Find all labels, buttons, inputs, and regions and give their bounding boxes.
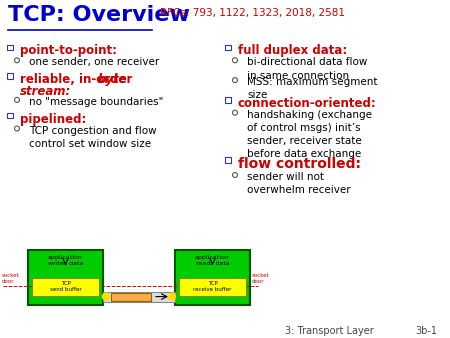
Text: flow controlled:: flow controlled: [238,157,361,171]
Text: 3b-1: 3b-1 [415,326,437,336]
Circle shape [14,58,19,63]
Text: MSS: maximum segment
size: MSS: maximum segment size [247,77,378,100]
Text: pipelined:: pipelined: [20,113,86,126]
Text: socket
door: socket door [252,273,270,284]
Circle shape [14,126,19,131]
Text: connection-oriented:: connection-oriented: [238,97,377,110]
Bar [32,278,99,296]
Text: application
reads data: application reads data [195,255,230,266]
Circle shape [14,97,19,102]
Bar [225,97,231,102]
Text: no "message boundaries": no "message boundaries" [29,97,163,107]
Text: full duplex data:: full duplex data: [238,45,347,57]
Text: TCP congestion and flow
control set window size: TCP congestion and flow control set wind… [29,125,157,149]
Bar [179,278,246,296]
Circle shape [233,110,238,115]
Circle shape [233,172,238,177]
Text: TCP: Overview: TCP: Overview [8,5,190,25]
Circle shape [233,58,238,63]
Bar [7,113,13,118]
Text: socket
door: socket door [2,273,20,284]
Text: 3: Transport Layer: 3: Transport Layer [285,326,374,336]
Bar [225,45,231,50]
Circle shape [103,293,109,300]
Text: stream:: stream: [20,85,71,98]
Text: point-to-point:: point-to-point: [20,45,117,57]
Bar [111,293,151,300]
Bar [225,158,231,163]
Text: bi-directional data flow
in same connection: bi-directional data flow in same connect… [247,57,367,80]
Text: reliable, in-order: reliable, in-order [20,73,136,86]
Bar [7,73,13,79]
Text: byte: byte [98,73,128,86]
Bar [175,250,250,305]
Text: one sender, one receiver: one sender, one receiver [29,57,159,67]
Circle shape [168,293,176,300]
Text: RFCs: 793, 1122, 1323, 2018, 2581: RFCs: 793, 1122, 1323, 2018, 2581 [160,8,345,18]
Text: sender will not
overwhelm receiver: sender will not overwhelm receiver [247,172,351,195]
Text: application
writes data: application writes data [48,255,83,266]
Text: TCP
receive buffer: TCP receive buffer [194,281,232,292]
Bar [28,250,103,305]
Bar [7,45,13,50]
Text: handshaking (exchange
of control msgs) init’s
sender, receiver state
before data: handshaking (exchange of control msgs) i… [247,110,372,159]
Text: TCP
send buffer: TCP send buffer [50,281,81,292]
Bar [103,292,175,301]
Circle shape [233,78,238,82]
